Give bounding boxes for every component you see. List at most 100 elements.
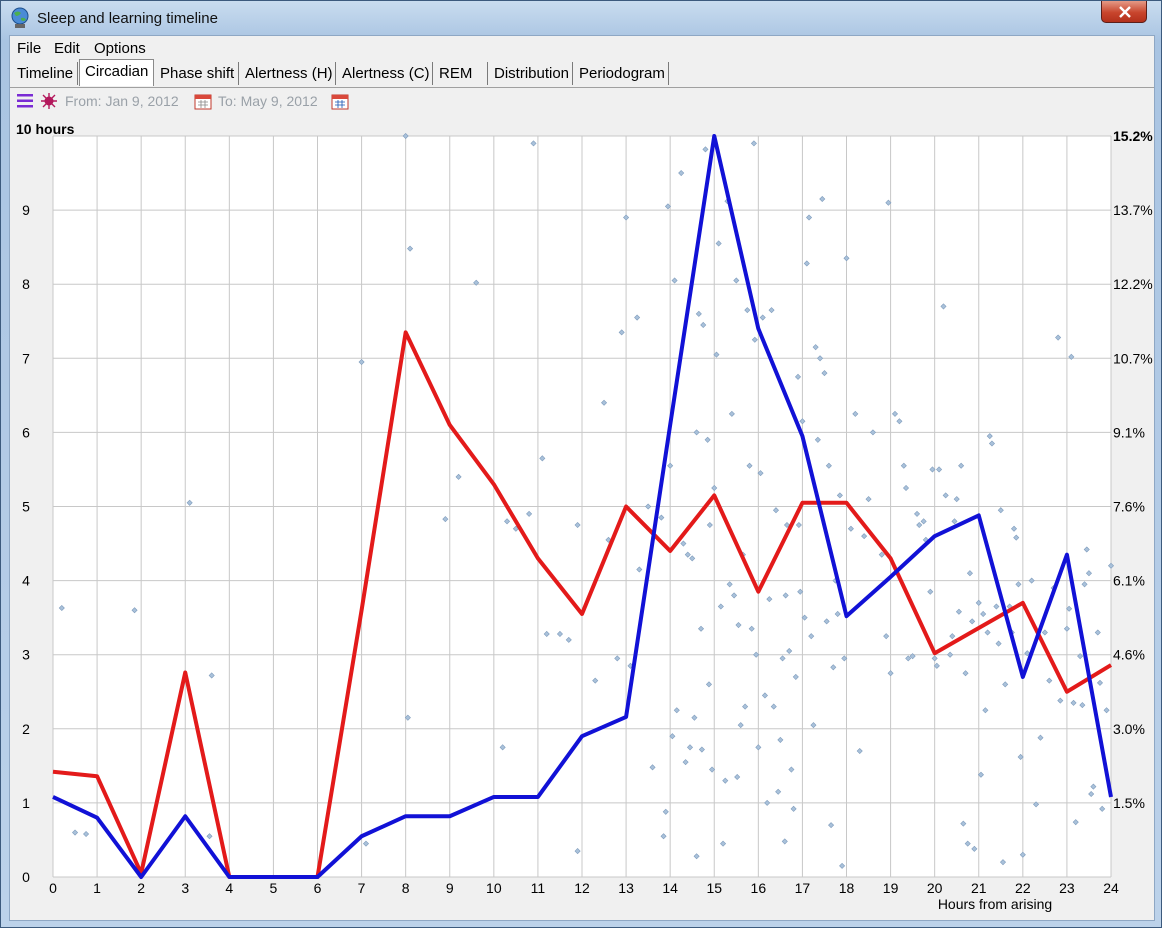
menu-options-label: Options [94,40,146,57]
scatter-point [841,655,848,662]
tab-alertness-h[interactable]: Alertness (H) [240,62,336,85]
scatter-point [995,640,1002,647]
scatter-point [902,484,910,491]
scatter-point [856,748,863,755]
scatter-point [1081,581,1088,588]
scatter-point [698,746,705,753]
x-tick-label: 19 [883,880,899,896]
circadian-chart[interactable]: 10 hours 0 1 2 3 4 5 6 7 8 9 10 11 12 13 14 15 16 17 18 19 2… [10,114,1154,920]
scatter-point [819,195,826,203]
scatter-point [717,603,724,610]
scatter-point [737,722,744,729]
scatter-point [801,614,808,621]
scatter-point [72,829,79,836]
scatter-point [825,462,832,469]
scatter-point [58,604,65,612]
scatter-point [1046,677,1053,684]
scatter-point [803,260,810,267]
list-icon[interactable] [16,92,34,110]
bug-icon[interactable] [40,92,58,110]
scatter-point [790,805,797,812]
scatter-point [812,344,819,351]
to-calendar-icon[interactable] [331,92,349,110]
scatter-point [1094,629,1101,636]
y2-tick-label: 7.6% [1113,499,1145,515]
scatter-point [504,518,511,525]
scatter-point [636,566,643,573]
scatter-point [1083,546,1090,553]
scatter-point [362,840,370,847]
scatter-point [402,132,409,140]
scatter-point [997,507,1004,514]
title-bar[interactable]: Sleep and learning timeline [1,1,1161,35]
tab-alertness-c[interactable]: Alertness (C) [337,62,433,85]
scatter-point [852,410,859,417]
menu-edit[interactable]: Edit [54,40,80,57]
scatter-point [715,240,722,247]
scatter-point [828,822,835,829]
tab-distribution[interactable]: Distribution [489,62,573,85]
y-tick-label: 8 [22,276,30,292]
x-tick-label: 16 [751,880,767,896]
x-tick-label: 5 [270,880,278,896]
scatter-point [916,522,923,529]
scatter-point [931,655,938,662]
y2-tick-label: 10.7% [1113,350,1153,366]
blue-series-line [52,134,1113,879]
scatter-point [539,455,546,462]
y-tick-label: 1 [22,795,30,811]
tab-circadian[interactable]: Circadian [79,59,154,86]
scatter-point [704,436,711,443]
tab-timeline[interactable]: Timeline [12,62,78,85]
tab-periodogram[interactable]: Periodogram [574,62,669,85]
scatter-point [1096,679,1104,686]
scatter-point [984,629,991,636]
scatter-point [565,636,572,643]
from-calendar-icon[interactable] [194,92,212,110]
scatter-point [735,622,742,629]
scatter-point [695,310,702,317]
menu-options[interactable]: Options [94,40,146,57]
x-tick-label: 1 [93,880,101,896]
x-tick-label: 21 [971,880,987,896]
scatter-point [887,670,894,677]
x-tick-label: 9 [446,880,454,896]
scatter-point [969,618,976,625]
tab-rem[interactable]: REM [434,62,488,85]
scatter-point [920,518,927,525]
scatter-point [614,655,621,662]
scatter-point [759,314,766,321]
scatter-point [1037,734,1044,741]
menu-file[interactable]: File [17,40,41,57]
scatter-point [933,662,940,669]
x-tick-label: 14 [662,880,678,896]
scatter-point [966,570,973,577]
y2-tick-label: 13.7% [1113,202,1153,218]
scatter-point [821,370,828,377]
scatter-point [766,596,773,603]
scatter-point [1033,801,1040,808]
scatter-point [404,714,411,721]
scatter-point [1079,702,1086,709]
scatter-point [914,510,921,517]
chart-svg: 0 1 2 3 4 5 6 7 8 9 10 11 12 13 14 15 16 17 18 19 20 21 22 23 24… [22,128,1153,912]
y2-tick-label: 15.2% [1113,128,1153,144]
scatter-point [649,764,656,771]
scatter-point [751,336,758,343]
scatter-point [799,418,806,425]
scatter-point [795,522,802,529]
tab-phase-shift[interactable]: Phase shift [155,62,239,85]
scatter-point [671,277,678,284]
scatter-point [964,840,971,847]
scatter-point [1107,562,1115,569]
scatter-point [949,633,956,640]
scatter-point [980,610,987,617]
menu-bar: File Edit Options [10,36,1154,59]
y2-tick-label: 12.2% [1113,276,1153,292]
menu-file-label: File [17,40,42,57]
scatter-point [1077,653,1084,660]
scatter-point [753,651,760,658]
scatter-point [691,714,698,721]
x-tick-label: 2 [137,880,145,896]
close-button[interactable] [1101,1,1147,23]
